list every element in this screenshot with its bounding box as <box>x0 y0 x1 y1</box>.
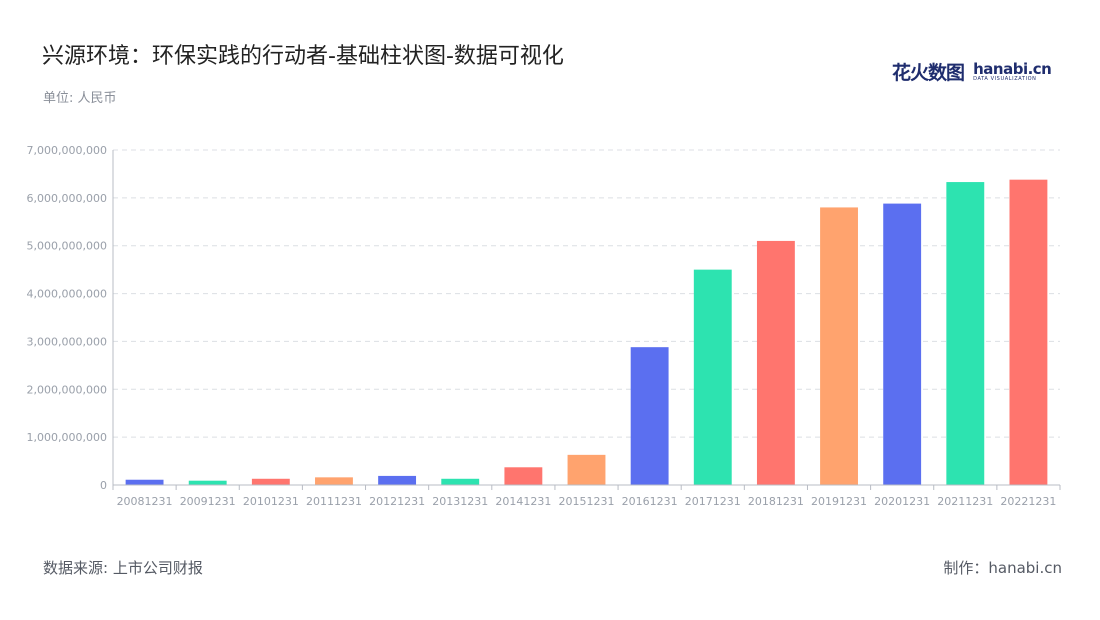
x-tick-label: 20171231 <box>685 495 741 508</box>
y-tick-label: 2,000,000,000 <box>27 383 107 396</box>
x-tick-label: 20091231 <box>180 495 236 508</box>
chart-title: 兴源环境：环保实践的行动者-基础柱状图-数据可视化 <box>42 44 564 69</box>
y-tick-label: 6,000,000,000 <box>27 192 107 205</box>
bar-20081231[interactable] <box>125 479 164 485</box>
x-tick-label: 20181231 <box>748 495 804 508</box>
x-axis: 20081231 20091231 20101231 20111231 20121231… <box>112 484 1061 508</box>
y-tick-label: 3,000,000,000 <box>27 335 107 348</box>
bar-20201231[interactable] <box>883 203 922 485</box>
grid-layer <box>113 149 1060 438</box>
x-tick-label: 20121231 <box>369 495 425 508</box>
bar-20181231[interactable] <box>756 240 795 485</box>
logo-sub-text: DATA VISUALIZATION <box>973 75 1037 82</box>
x-tick-label: 20201231 <box>874 495 930 508</box>
bar-20091231[interactable] <box>188 480 227 485</box>
bar-20151231[interactable] <box>567 454 606 485</box>
x-tick-label: 20151231 <box>559 495 615 508</box>
logo-en-block: hanabi.cn DATA VISUALIZATION <box>973 59 1052 82</box>
x-tick-label: 20081231 <box>117 495 173 508</box>
bar-20121231[interactable] <box>378 475 417 485</box>
bar-20131231[interactable] <box>441 478 480 485</box>
bar-20141231[interactable] <box>504 467 543 485</box>
unit-label: 单位: 人民币 <box>43 91 117 106</box>
bar-20191231[interactable] <box>820 207 858 485</box>
data-source: 数据来源: 上市公司财报 <box>43 559 203 577</box>
y-tick-label: 4,000,000,000 <box>27 288 107 301</box>
bar-20211231[interactable] <box>946 182 985 486</box>
x-tick-label: 20161231 <box>622 495 678 508</box>
bar-20101231[interactable] <box>251 478 290 485</box>
x-tick-label: 20191231 <box>811 495 867 508</box>
x-tick-label: 20221231 <box>1000 495 1056 508</box>
y-tick-label: 7,000,000,000 <box>27 144 107 157</box>
x-tick-label: 20131231 <box>432 495 488 508</box>
bar-20111231[interactable] <box>315 477 353 485</box>
bar-20171231[interactable] <box>693 269 732 485</box>
credit-text: 制作：hanabi.cn <box>943 559 1062 577</box>
bar-layer <box>125 179 1048 486</box>
x-tick-label: 20141231 <box>495 495 551 508</box>
bar-20161231[interactable] <box>630 347 669 485</box>
y-tick-label: 1,000,000,000 <box>27 431 107 444</box>
y-tick-label: 0 <box>100 479 107 492</box>
logo-en-text: hanabi.cn <box>973 59 1052 78</box>
x-tick-label: 20111231 <box>306 495 362 508</box>
logo-cn-text: 花火数图 <box>892 62 965 84</box>
x-tick-label: 20101231 <box>243 495 299 508</box>
x-tick-label: 20211231 <box>937 495 993 508</box>
y-axis: 0 1,000,000,000 2,000,000,000 3,000,000,000… <box>27 144 114 492</box>
y-tick-label: 5,000,000,000 <box>27 240 107 253</box>
bar-20221231[interactable] <box>1009 179 1048 485</box>
brand-logo: 花火数图 hanabi.cn DATA VISUALIZATION <box>892 58 1052 88</box>
